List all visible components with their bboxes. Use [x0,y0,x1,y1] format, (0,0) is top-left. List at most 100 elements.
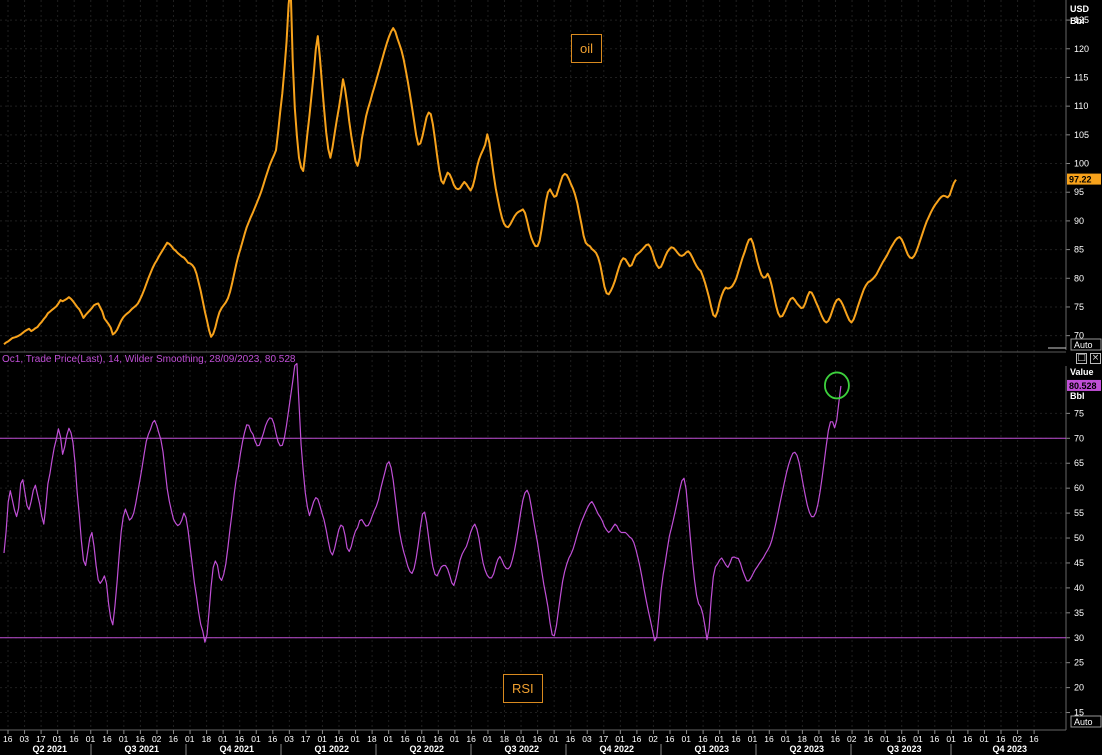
x-tick-label: 16 [235,734,245,744]
rsi-y-tick-label: 40 [1074,583,1084,593]
x-tick-label: 01 [417,734,427,744]
quarter-label: Q4 2023 [993,744,1028,754]
x-tick-label: 16 [400,734,410,744]
x-tick-label: 16 [268,734,278,744]
x-tick-label: 01 [946,734,956,744]
x-tick-label: 16 [897,734,907,744]
oil-annotation: oil [571,34,603,63]
oil-unit-label: USD [1070,4,1090,14]
rsi-y-tick-label: 65 [1074,458,1084,468]
rsi-legend: Oc1, Trade Price(Last), 14, Wilder Smoot… [2,354,296,365]
x-tick-label: 01 [781,734,791,744]
x-tick-label: 01 [53,734,63,744]
x-tick-label: 16 [963,734,973,744]
x-tick-label: 16 [566,734,576,744]
x-axis-band [0,730,1102,755]
rsi-last-value-label: 80.528 [1069,381,1097,391]
x-tick-label: 17 [599,734,609,744]
rsi-y-tick-label: 30 [1074,633,1084,643]
oil-series-line [3,0,957,346]
x-tick-label: 01 [218,734,228,744]
x-tick-label: 16 [632,734,642,744]
x-tick-label: 16 [930,734,940,744]
rsi-y-tick-label: 50 [1074,533,1084,543]
x-tick-label: 16 [764,734,774,744]
x-tick-label: 18 [202,734,212,744]
x-tick-label: 16 [102,734,112,744]
rsi-y-tick-label: 70 [1074,433,1084,443]
x-tick-label: 01 [615,734,625,744]
x-tick-label: 16 [3,734,13,744]
oil-y-tick-label: 70 [1074,331,1084,341]
x-tick-label: 01 [715,734,725,744]
rsi-y-tick-label: 20 [1074,683,1084,693]
rsi-y-tick-label: 45 [1074,558,1084,568]
quarter-label: Q2 2023 [790,744,825,754]
x-tick-label: 16 [135,734,145,744]
oil-y-tick-label: 125 [1074,15,1089,25]
oil-last-value-label: 97.22 [1069,175,1092,185]
oil-last-value-box [1067,173,1101,185]
quarter-label: Q3 2021 [125,744,160,754]
rsi-auto-box [1070,715,1102,728]
x-tick-label: 01 [682,734,692,744]
oil-y-tick-label: 85 [1074,245,1084,255]
x-tick-label: 01 [516,734,526,744]
oil-unit-label: Bbl [1070,16,1085,26]
oil-y-tick-label: 100 [1074,159,1089,169]
rsi-y-tick-label: 55 [1074,508,1084,518]
x-tick-label: 18 [367,734,377,744]
oil-y-tick-label: 90 [1074,216,1084,226]
x-tick-label: 18 [500,734,510,744]
maximize-icon[interactable]: □ [1076,353,1087,364]
quarter-label: Q2 2022 [410,744,445,754]
x-tick-label: 17 [301,734,311,744]
x-tick-label: 01 [86,734,96,744]
x-tick-label: 02 [847,734,857,744]
quarter-label: Q3 2022 [505,744,540,754]
x-tick-label: 02 [1013,734,1023,744]
x-tick-label: 16 [533,734,543,744]
rsi-last-value-box [1067,379,1101,391]
oil-y-tick-label: 105 [1074,130,1089,140]
x-tick-label: 01 [185,734,195,744]
x-tick-label: 01 [450,734,460,744]
quarter-label: Q2 2021 [33,744,68,754]
rsi-y-tick-label: 35 [1074,608,1084,618]
x-tick-label: 01 [979,734,989,744]
rsi-unit-label: Value [1070,367,1094,377]
x-tick-label: 02 [648,734,658,744]
x-tick-label: 03 [284,734,294,744]
x-tick-label: 16 [466,734,476,744]
rsi-y-tick-label: 75 [1074,408,1084,418]
rsi-series-line [3,362,842,643]
oil-auto-label: Auto [1074,340,1093,350]
x-tick-label: 01 [913,734,923,744]
quarter-label: Q3 2023 [887,744,922,754]
rsi-unit-label: Bbl [1070,391,1085,401]
quarter-label: Q1 2022 [315,744,350,754]
x-tick-label: 18 [797,734,807,744]
x-tick-label: 03 [582,734,592,744]
x-tick-label: 16 [864,734,874,744]
x-tick-label: 17 [36,734,46,744]
close-icon[interactable]: × [1090,353,1101,364]
x-tick-label: 16 [731,734,741,744]
oil-y-tick-label: 110 [1074,101,1088,111]
x-tick-label: 01 [549,734,559,744]
x-tick-label: 03 [20,734,30,744]
x-tick-label: 01 [351,734,361,744]
x-tick-label: 01 [119,734,129,744]
x-tick-label: 16 [831,734,841,744]
quarter-label: Q4 2021 [220,744,255,754]
x-tick-label: 16 [433,734,443,744]
x-tick-label: 01 [251,734,261,744]
rsi-y-tick-label: 60 [1074,483,1084,493]
x-tick-label: 16 [69,734,79,744]
x-tick-label: 16 [334,734,344,744]
x-tick-label: 01 [384,734,394,744]
rsi-auto-label: Auto [1074,717,1093,727]
x-tick-label: 16 [665,734,675,744]
x-tick-label: 01 [814,734,824,744]
